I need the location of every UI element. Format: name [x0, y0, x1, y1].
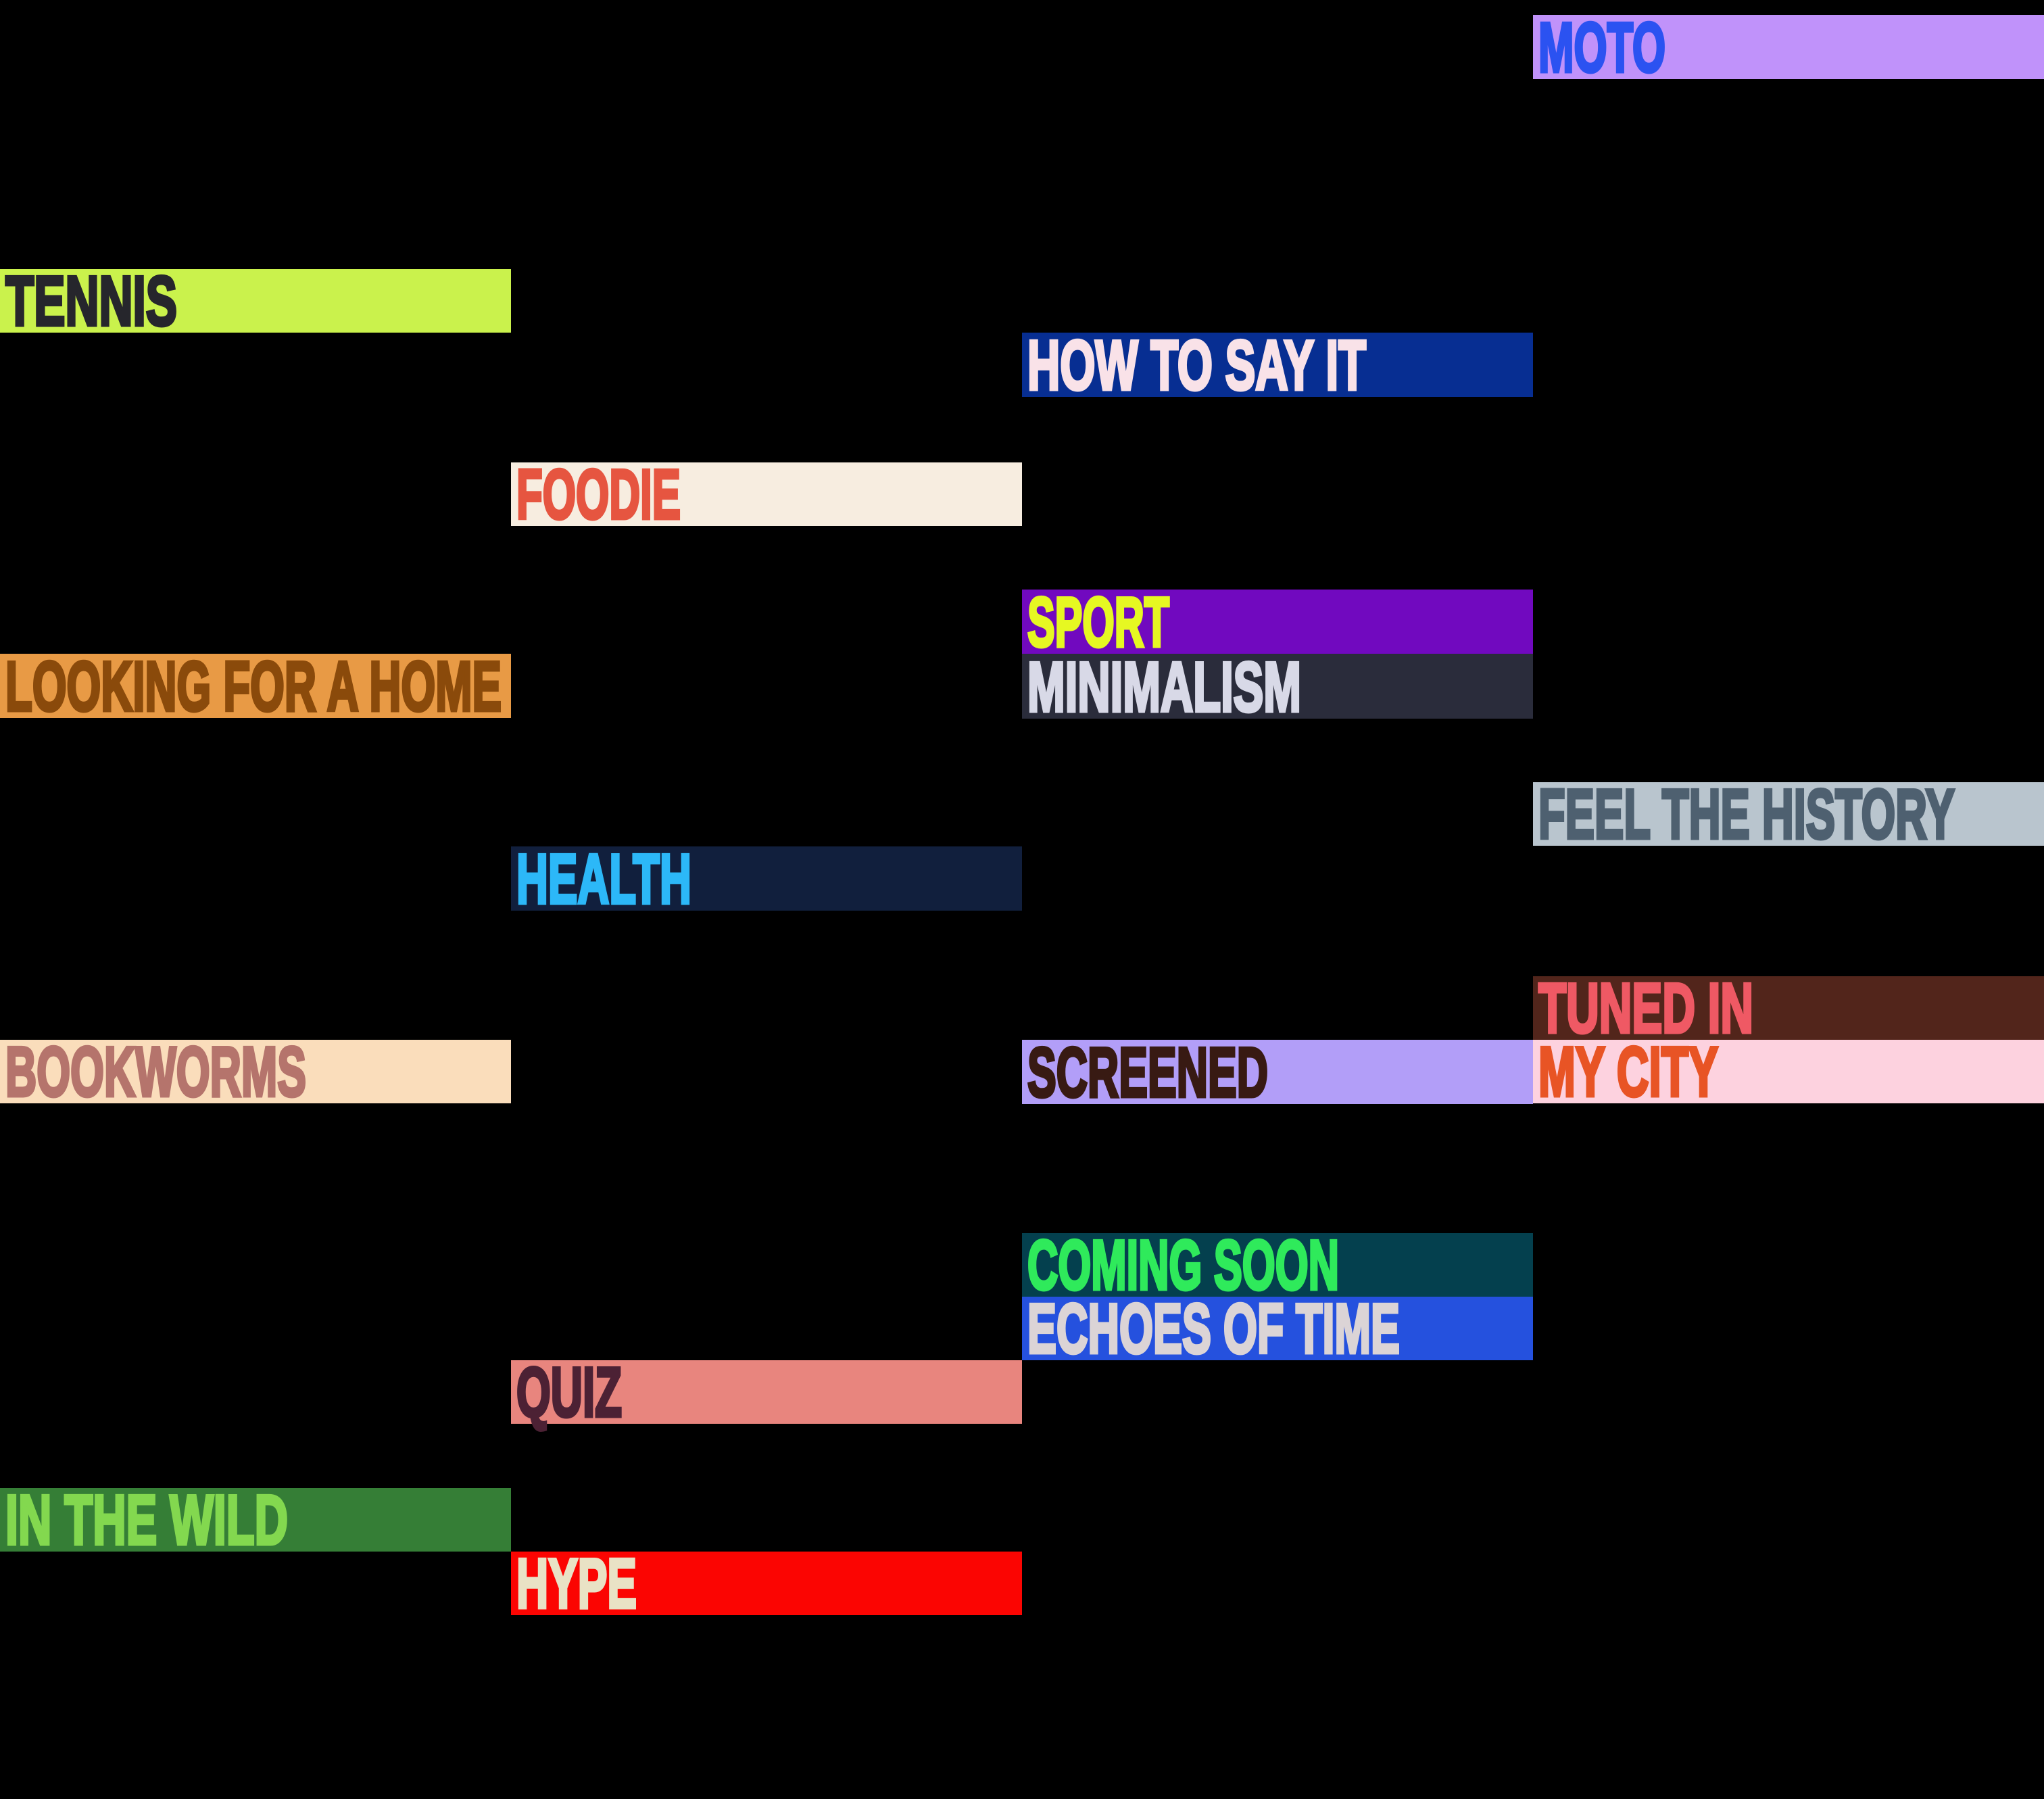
svg-text:IN THE WILD: IN THE WILD — [5, 1481, 288, 1560]
svg-text:MY CITY: MY CITY — [1538, 1033, 1718, 1111]
svg-text:ECHOES OF TIME: ECHOES OF TIME — [1027, 1290, 1400, 1368]
svg-text:SCREENED: SCREENED — [1027, 1034, 1268, 1112]
svg-text:LOOKING FOR A HOME: LOOKING FOR A HOME — [5, 648, 502, 726]
svg-text:HEALTH: HEALTH — [516, 840, 691, 919]
svg-text:FEEL THE HISTORY: FEEL THE HISTORY — [1538, 775, 1955, 854]
svg-text:FOODIE: FOODIE — [516, 456, 681, 534]
svg-text:MOTO: MOTO — [1538, 9, 1665, 87]
svg-text:QUIZ: QUIZ — [516, 1353, 622, 1432]
svg-text:SPORT: SPORT — [1027, 583, 1169, 662]
svg-text:BOOKWORMS: BOOKWORMS — [5, 1033, 306, 1111]
svg-text:HOW TO SAY IT: HOW TO SAY IT — [1027, 327, 1366, 405]
svg-text:MINIMALISM: MINIMALISM — [1027, 648, 1301, 727]
svg-text:TENNIS: TENNIS — [5, 262, 177, 341]
svg-text:TUNED IN: TUNED IN — [1538, 969, 1753, 1048]
svg-text:COMING SOON: COMING SOON — [1027, 1226, 1339, 1305]
svg-text:HYPE: HYPE — [516, 1545, 637, 1623]
